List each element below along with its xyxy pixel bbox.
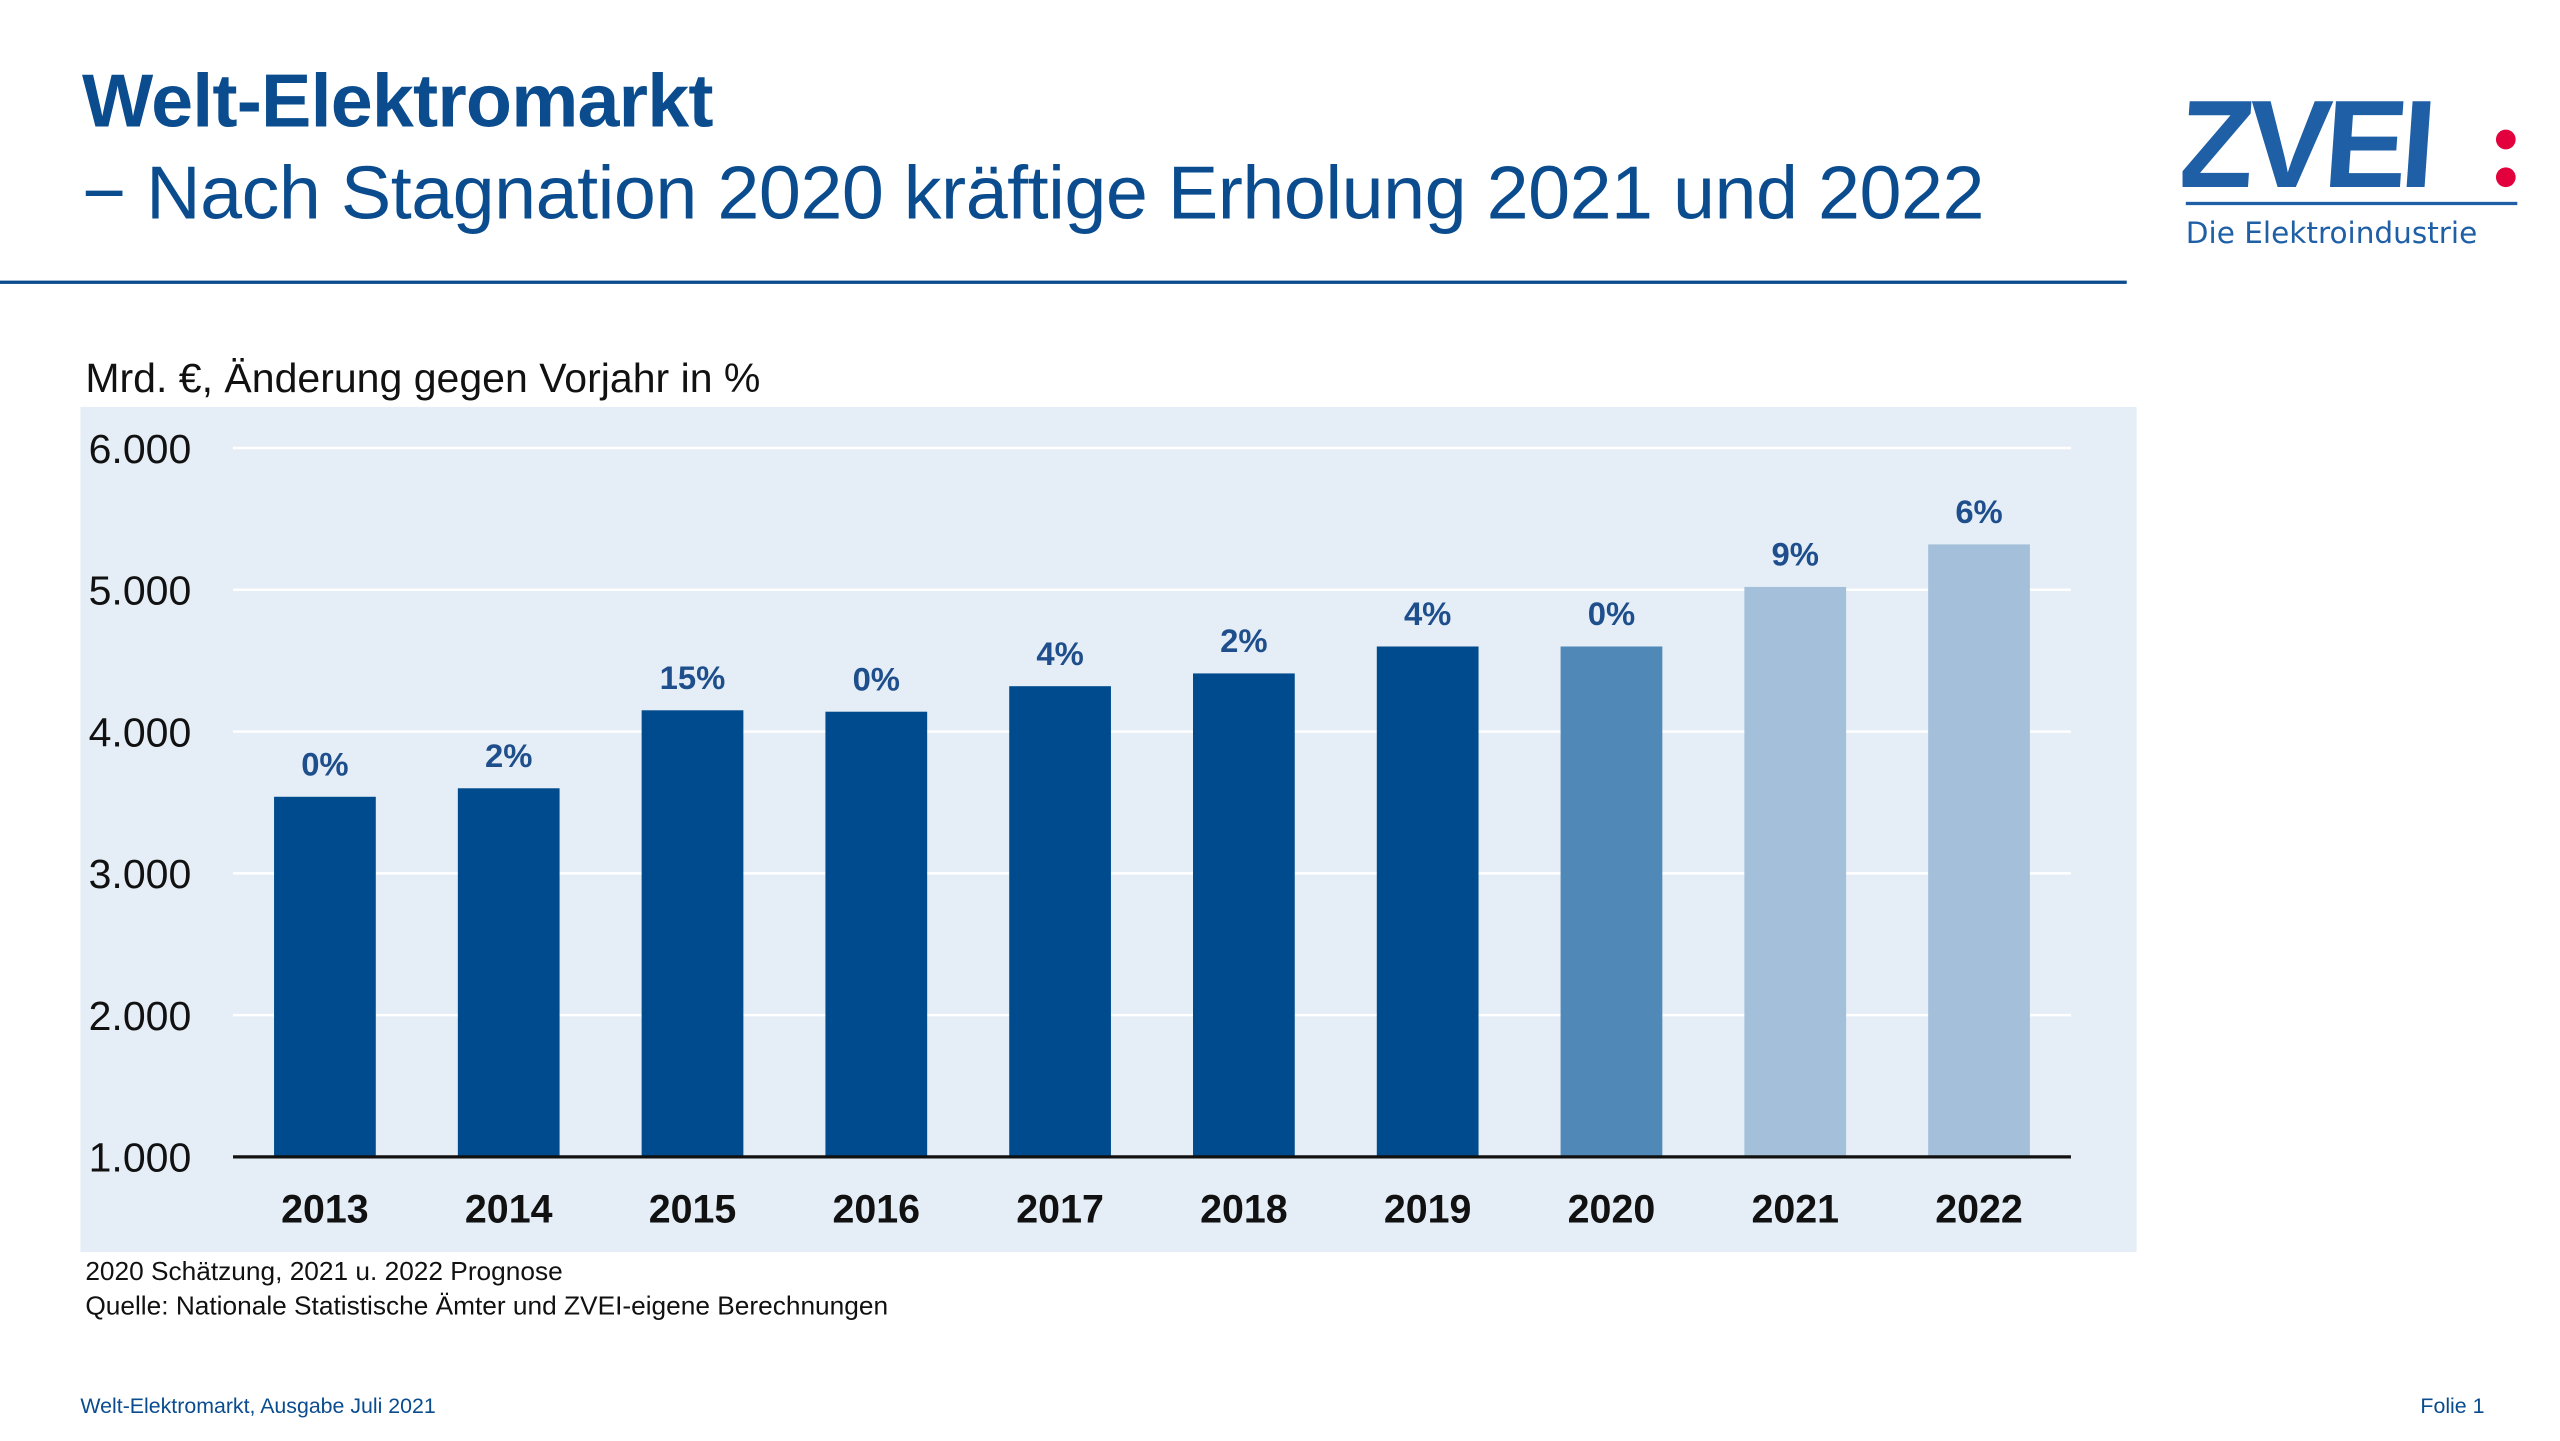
bar <box>1376 646 1479 1157</box>
bar <box>1193 673 1295 1157</box>
y-tick-label: 4.000 <box>89 709 192 755</box>
bar <box>274 796 376 1157</box>
svg-text:ZVEI: ZVEI <box>2183 85 2435 214</box>
bar <box>1744 586 1847 1157</box>
footer-page-number: Folie 1 <box>2420 1393 2485 1418</box>
data-label: 9% <box>1772 536 1819 573</box>
title-divider <box>0 280 2127 284</box>
source-note: Quelle: Nationale Statistische Ämter und… <box>85 1293 889 1322</box>
x-tick-label: 2018 <box>1200 1188 1288 1232</box>
bar <box>641 710 744 1157</box>
y-tick-label: 2.000 <box>89 993 192 1039</box>
bar <box>457 788 560 1157</box>
bar <box>1928 544 2030 1157</box>
x-tick-label: 2017 <box>1016 1188 1104 1232</box>
data-label: 2% <box>1220 622 1267 659</box>
svg-text:Die Elektroindustrie: Die Elektroindustrie <box>2186 216 2477 250</box>
data-label: 4% <box>1404 595 1451 632</box>
data-label: 4% <box>1036 635 1083 672</box>
page-title: Welt-Elektromarkt <box>82 57 714 143</box>
footer-left: Welt-Elektromarkt, Ausgabe Juli 2021 <box>80 1393 436 1418</box>
bar <box>1009 686 1111 1157</box>
x-tick-label: 2015 <box>649 1188 737 1232</box>
x-tick-label: 2013 <box>281 1188 369 1232</box>
x-tick-label: 2019 <box>1384 1188 1472 1232</box>
data-label: 0% <box>853 660 900 697</box>
x-tick-label: 2022 <box>1935 1188 2023 1232</box>
axis-unit-label: Mrd. €, Änderung gegen Vorjahr in % <box>85 356 761 403</box>
zvei-logo: ZVEI Die Elektroindustrie <box>2183 85 2518 250</box>
page-subtitle: − Nach Stagnation 2020 kräftige Erholung… <box>82 149 1984 235</box>
data-label: 15% <box>660 659 726 696</box>
x-tick-label: 2016 <box>832 1188 920 1232</box>
bar <box>825 711 928 1157</box>
y-tick-label: 3.000 <box>89 851 192 897</box>
y-tick-label: 1.000 <box>89 1135 192 1181</box>
y-tick-label: 5.000 <box>89 568 192 614</box>
data-label: 0% <box>1588 595 1635 632</box>
estimate-note: 2020 Schätzung, 2021 u. 2022 Prognose <box>85 1258 563 1287</box>
x-tick-label: 2014 <box>465 1188 553 1232</box>
x-tick-label: 2021 <box>1751 1188 1839 1232</box>
y-tick-label: 6.000 <box>89 426 192 472</box>
data-label: 2% <box>485 737 532 774</box>
x-tick-label: 2020 <box>1568 1188 1656 1232</box>
bar <box>1560 646 1663 1157</box>
data-label: 6% <box>1955 493 2002 530</box>
data-label: 0% <box>301 745 348 782</box>
